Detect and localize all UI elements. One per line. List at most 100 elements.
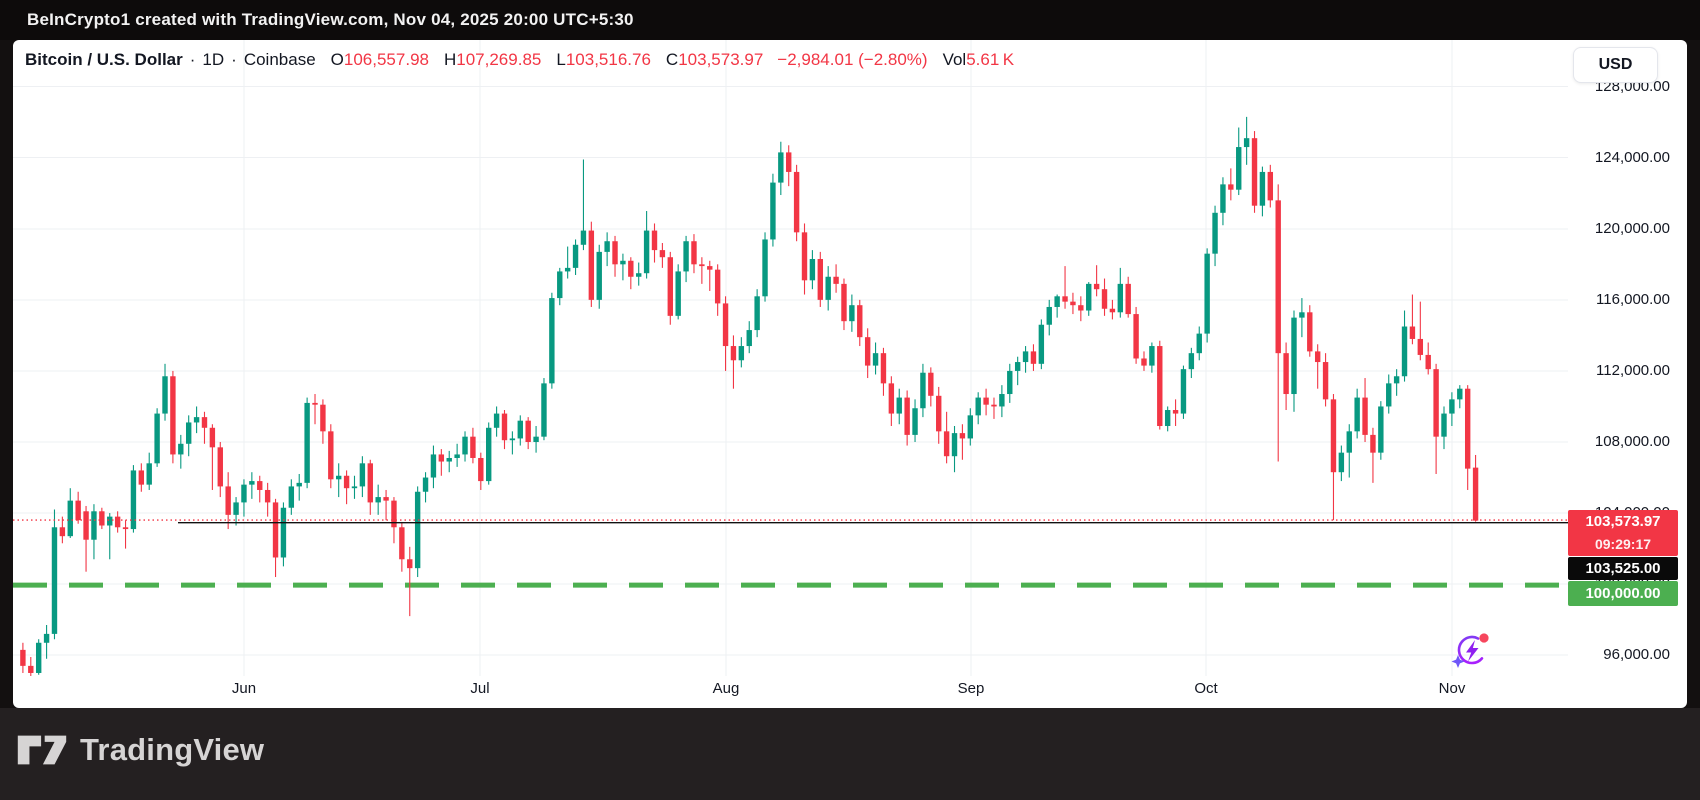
candle-body (1093, 283, 1100, 290)
price-tick-label: 120,000.00 (1594, 219, 1670, 237)
candle-body (407, 559, 413, 569)
level-line-price-label[interactable]: 100,000.00 (1568, 581, 1678, 606)
candle-body (509, 438, 516, 441)
tradingview-logo-icon (17, 735, 67, 765)
candle-body (746, 330, 752, 347)
candle-body (770, 182, 776, 240)
candle-body (1022, 351, 1029, 363)
candle-body (1362, 397, 1368, 435)
candle-body (399, 527, 405, 560)
candlestick-chart-canvas[interactable] (13, 40, 1687, 708)
candle-body (1180, 369, 1187, 414)
symbol-legend: Bitcoin / U.S. Dollar · 1D · Coinbase O1… (25, 50, 1014, 72)
candle-body (1346, 431, 1352, 453)
candle-body (651, 230, 658, 251)
candle-body (1314, 351, 1321, 363)
ohlc-open: O106,557.98 (330, 50, 429, 69)
candle-body (754, 296, 760, 331)
candle-body (91, 511, 97, 540)
candle-body (778, 152, 784, 183)
candle-body (343, 475, 350, 489)
candle-body (549, 298, 555, 384)
candle-body (454, 454, 460, 458)
candle-body (328, 431, 334, 480)
candle-body (1172, 410, 1179, 414)
candle-body (1433, 369, 1439, 437)
candle-body (59, 527, 66, 537)
ohlc-high: H107,269.85 (443, 50, 542, 69)
candle-body (1086, 283, 1092, 311)
candle-body (320, 404, 326, 432)
candle-body (967, 415, 973, 439)
candle-body (1014, 362, 1021, 371)
symbol-title[interactable]: Bitcoin / U.S. Dollar (25, 50, 183, 69)
candle-body (943, 431, 950, 457)
exchange-name[interactable]: Coinbase (243, 50, 316, 69)
candle-body (1307, 312, 1313, 352)
candle-body (620, 260, 626, 265)
candle-body (51, 527, 58, 634)
price-tick-label: 112,000.00 (1596, 361, 1670, 379)
candle-body (122, 527, 129, 530)
candle-body (367, 463, 373, 503)
candle-body (541, 383, 547, 437)
candle-body (422, 477, 429, 492)
candle-body (1101, 289, 1108, 309)
candle-body (375, 497, 381, 503)
tradingview-logo[interactable]: TradingView (16, 732, 264, 768)
candle-body (825, 276, 831, 300)
candle-body (193, 417, 200, 423)
candle-body (1062, 296, 1068, 302)
candle-body (1386, 383, 1392, 407)
candle-body (714, 269, 721, 304)
candle-body (951, 433, 958, 457)
chart-panel: 128,000.00 124,000.00 120,000.00 116,000.00… (13, 40, 1687, 708)
candle-body (20, 649, 26, 666)
candle-body (612, 241, 618, 265)
candle-body (1196, 333, 1202, 354)
price-tick-label: 108,000.00 (1594, 433, 1670, 450)
ai-flash-icon[interactable] (1450, 628, 1494, 672)
footer-bar: TradingView (0, 708, 1700, 800)
candle-body (414, 491, 421, 569)
drawing-line-price-label[interactable]: 103,525.00 (1568, 557, 1678, 580)
last-price-label[interactable]: 103,573.97 09:29:17 (1568, 510, 1678, 556)
candle-body (470, 436, 476, 458)
interval-value[interactable]: 1D (202, 50, 225, 69)
candle-body (730, 346, 737, 361)
candle-body (596, 251, 602, 300)
candle-body (217, 447, 223, 487)
legend-separator: · (231, 50, 237, 69)
candle-body (257, 481, 263, 490)
candle-body (793, 171, 800, 233)
candle-body (185, 422, 192, 444)
candle-body (1133, 314, 1139, 359)
candle-body (351, 486, 358, 489)
candle-body (975, 397, 981, 416)
volume: Vol5.61 K (942, 50, 1015, 69)
currency-button[interactable]: USD (1573, 47, 1658, 83)
candle-body (1070, 301, 1076, 306)
candle-body (201, 417, 208, 428)
candle-body (1378, 406, 1384, 453)
candle-body (462, 436, 468, 455)
candle-body (264, 489, 271, 503)
candle-body (888, 383, 895, 414)
grid (13, 40, 1568, 676)
candle-body (1220, 184, 1226, 213)
candle-body (272, 502, 279, 558)
candle-body (35, 642, 42, 673)
candle-body (1401, 326, 1408, 377)
candle-body (1457, 388, 1463, 400)
candle-body (517, 420, 523, 439)
candle-body (636, 273, 642, 277)
candle-body (1464, 388, 1471, 469)
candle-body (1354, 397, 1360, 432)
candle-body (872, 353, 879, 366)
ohlc-close: C103,573.97 (665, 50, 764, 69)
price-tick-label: 124,000.00 (1594, 148, 1670, 166)
candle-body (249, 481, 255, 485)
candle-body (849, 305, 855, 322)
month-tick-label: Nov (1438, 680, 1466, 697)
candle-body (801, 232, 808, 281)
